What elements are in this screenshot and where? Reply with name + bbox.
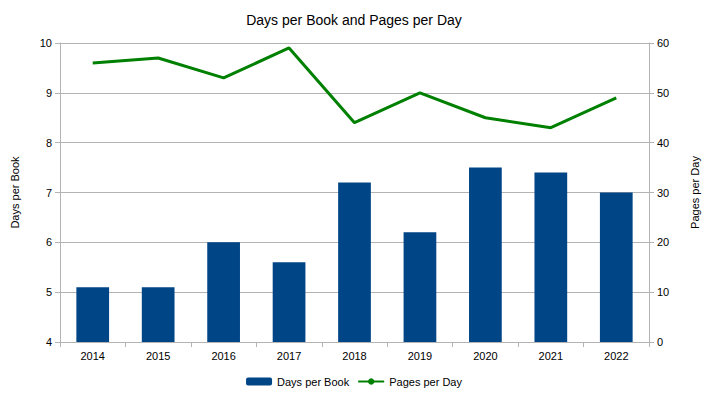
svg-text:2014: 2014: [80, 350, 104, 362]
svg-text:2020: 2020: [473, 350, 497, 362]
svg-text:2018: 2018: [342, 350, 366, 362]
svg-text:4: 4: [46, 336, 52, 348]
svg-text:2015: 2015: [146, 350, 170, 362]
svg-text:30: 30: [657, 187, 669, 199]
svg-text:Days per Book: Days per Book: [9, 156, 21, 229]
svg-text:50: 50: [657, 87, 669, 99]
svg-text:10: 10: [40, 37, 52, 49]
svg-text:Days per Book: Days per Book: [277, 376, 350, 388]
svg-text:7: 7: [46, 187, 52, 199]
svg-text:0: 0: [657, 336, 663, 348]
svg-text:Days per Book and Pages per Da: Days per Book and Pages per Day: [246, 12, 462, 28]
svg-text:2016: 2016: [211, 350, 235, 362]
svg-text:2022: 2022: [604, 350, 628, 362]
svg-text:10: 10: [657, 286, 669, 298]
svg-text:60: 60: [657, 37, 669, 49]
svg-text:Pages per Day: Pages per Day: [389, 376, 462, 388]
svg-text:40: 40: [657, 137, 669, 149]
svg-text:2019: 2019: [408, 350, 432, 362]
svg-text:9: 9: [46, 87, 52, 99]
svg-text:8: 8: [46, 137, 52, 149]
svg-text:2017: 2017: [277, 350, 301, 362]
svg-text:20: 20: [657, 236, 669, 248]
svg-text:2021: 2021: [539, 350, 563, 362]
svg-text:6: 6: [46, 236, 52, 248]
svg-text:5: 5: [46, 286, 52, 298]
svg-text:Pages per Day: Pages per Day: [689, 156, 701, 229]
